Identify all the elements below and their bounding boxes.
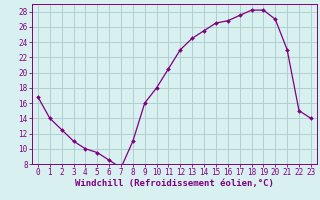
X-axis label: Windchill (Refroidissement éolien,°C): Windchill (Refroidissement éolien,°C) [75, 179, 274, 188]
